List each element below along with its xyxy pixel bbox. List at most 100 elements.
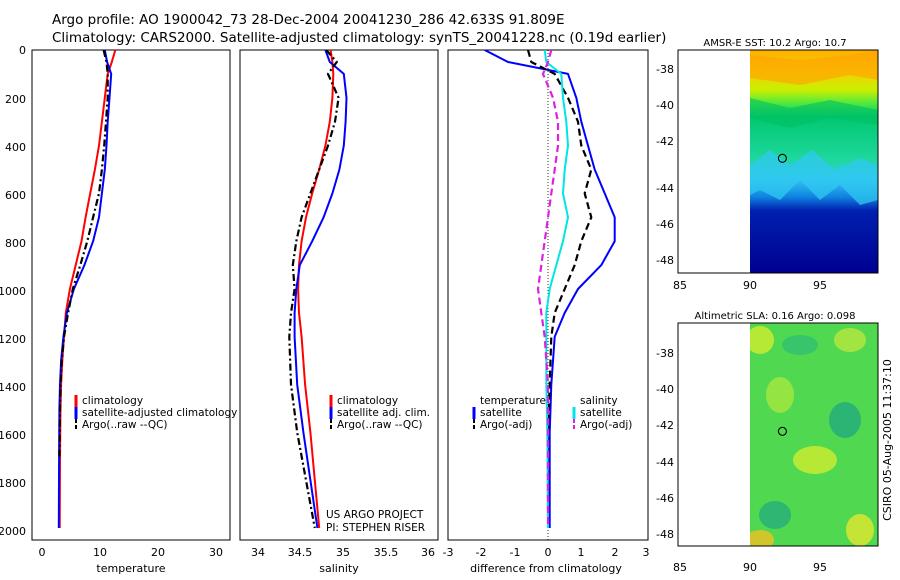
sla-lat-tick-label: -46 <box>656 492 674 505</box>
temperature-series-climatology <box>58 50 117 529</box>
temperature-legend: climatology satellite-adjusted climatolo… <box>74 395 237 431</box>
salinity-x-axis-label: salinity <box>319 562 359 575</box>
depth-tick-label: 1800 <box>0 477 26 490</box>
difference-series-group <box>484 50 616 529</box>
difference-x-tick-label: -1 <box>510 546 521 559</box>
legend-label: satellite <box>480 407 522 419</box>
sla-blob <box>782 335 818 355</box>
chart-title-line-1: Argo profile: AO 1900042_73 28-Dec-2004 … <box>52 12 565 28</box>
legend-label: satellite adj. clim. <box>337 407 430 419</box>
sst-lon-tick-label: 85 <box>673 279 687 292</box>
argo-float-marker <box>777 426 787 436</box>
sst-lat-tick-label: -46 <box>656 218 674 231</box>
temperature-x-tick-label: 10 <box>93 546 107 559</box>
sst-map-title: AMSR-E SST: 10.2 Argo: 10.7 <box>703 38 846 49</box>
legend-label: satellite <box>580 407 622 419</box>
project-credit: US ARGO PROJECT <box>326 509 424 521</box>
sla-lon-tick-label: 90 <box>743 561 757 574</box>
sla-lat-tick-label: -40 <box>656 383 674 396</box>
sst-green-band <box>750 98 878 128</box>
depth-tick-label: 1000 <box>0 285 26 298</box>
depth-tick-label: 2000 <box>0 525 26 538</box>
difference-x-tick-label: 0 <box>545 546 552 559</box>
depth-tick-label: 400 <box>5 141 26 154</box>
depth-tick-label: 200 <box>5 93 26 106</box>
depth-tick-label: 800 <box>5 237 26 250</box>
sst-warm-band <box>750 50 878 85</box>
depth-tick-label: 0 <box>19 44 26 57</box>
difference-series-temperature-argo-adj <box>526 50 593 517</box>
legend-label: climatology <box>82 395 143 407</box>
depth-tick-label: 600 <box>5 189 26 202</box>
depth-tick-label: 1400 <box>0 381 26 394</box>
sla-lat-tick-label: -44 <box>656 456 674 469</box>
argo-float-marker <box>777 153 787 163</box>
legend-label: Argo(..raw --QC) <box>337 419 423 431</box>
legend-label: Argo(-adj) <box>580 419 632 431</box>
salinity-x-tick-label: 34.5 <box>288 546 313 559</box>
salinity-legend: climatology satellite adj. clim. Argo(..… <box>329 395 430 431</box>
sla-blob <box>766 377 794 413</box>
difference-x-tick-label: -2 <box>476 546 487 559</box>
difference-series-temperature-satellite <box>484 50 616 528</box>
temperature-panel-frame <box>31 49 231 541</box>
sla-map-frame <box>677 322 879 547</box>
salinity-x-tick-label: 35 <box>336 546 350 559</box>
legend-label: satellite-adjusted climatology <box>82 407 237 419</box>
salinity-series-group <box>288 50 348 529</box>
sst-lat-tick-label: -44 <box>656 182 674 195</box>
temperature-x-axis-label: temperature <box>96 562 165 575</box>
legend-label: Argo(..raw --QC) <box>82 419 168 431</box>
chart-title-line-2: Climatology: CARS2000. Satellite-adjuste… <box>52 30 667 46</box>
legend-label: Argo(-adj) <box>480 419 532 431</box>
salinity-series-climatology <box>297 50 335 529</box>
sla-lat-tick-label: -42 <box>656 419 674 432</box>
difference-x-tick-label: 2 <box>612 546 619 559</box>
legend-title-salinity: salinity <box>580 395 618 407</box>
sla-lon-tick-label: 85 <box>673 561 687 574</box>
sla-blob <box>750 326 774 354</box>
difference-x-tick-label: 1 <box>578 546 585 559</box>
salinity-series-satellite-adj-clim <box>293 50 348 529</box>
temperature-series-satellite-adjusted-climatology <box>57 50 113 529</box>
difference-x-tick-label: 3 <box>643 546 650 559</box>
sla-lat-tick-label: -48 <box>656 528 674 541</box>
temperature-x-tick-label: 20 <box>151 546 165 559</box>
difference-series-salinity-argo-adj <box>536 50 560 528</box>
salinity-panel-frame <box>239 49 439 541</box>
difference-legend: temperature satellite Argo(-adj) salinit… <box>472 395 632 431</box>
sst-map-frame <box>677 49 879 274</box>
sla-blob <box>834 328 866 352</box>
sla-blob <box>759 501 791 529</box>
sst-heatmap <box>750 50 878 273</box>
sla-blob <box>829 402 861 438</box>
temperature-x-tick-label: 0 <box>39 546 46 559</box>
difference-x-tick-label: -3 <box>443 546 454 559</box>
sla-map-title: Altimetric SLA: 0.16 Argo: 0.098 <box>695 311 856 322</box>
difference-x-axis-label: difference from climatology <box>470 562 622 575</box>
sst-lat-tick-label: -40 <box>656 99 674 112</box>
legend-label: climatology <box>337 395 398 407</box>
salinity-x-tick-label: 36 <box>421 546 435 559</box>
depth-tick-label: 1600 <box>0 429 26 442</box>
depth-tick-label: 1200 <box>0 333 26 346</box>
sst-front-band <box>750 150 878 205</box>
salinity-x-tick-label: 34 <box>251 546 265 559</box>
sla-lon-tick-label: 95 <box>813 561 827 574</box>
sla-blob <box>750 530 774 546</box>
legend-title-temperature: temperature <box>480 395 546 407</box>
sla-blob <box>846 514 874 546</box>
sst-lat-tick-label: -38 <box>656 63 674 76</box>
pi-credit: PI: STEPHEN RISER <box>326 522 425 534</box>
temperature-series-argo-raw-qc <box>58 50 109 457</box>
temperature-series-group <box>57 50 117 529</box>
sst-lat-tick-label: -48 <box>656 254 674 267</box>
sst-lat-tick-label: -42 <box>656 135 674 148</box>
salinity-x-tick-label: 35.5 <box>374 546 399 559</box>
generation-stamp: CSIRO 05-Aug-2005 11:37:10 <box>881 359 894 521</box>
sst-lon-tick-label: 95 <box>813 279 827 292</box>
sla-heatmap <box>750 323 878 546</box>
temperature-x-tick-label: 30 <box>209 546 223 559</box>
sla-blob <box>793 446 837 474</box>
